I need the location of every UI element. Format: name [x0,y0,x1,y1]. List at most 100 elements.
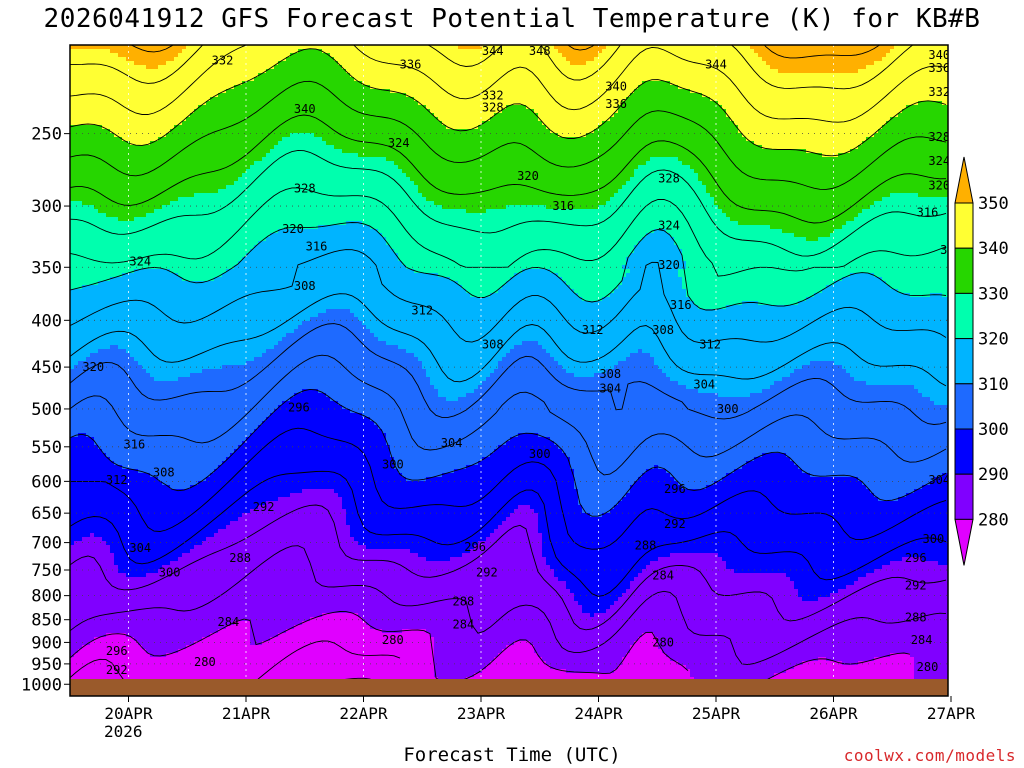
contour-label: 308 [294,279,316,293]
contour-line-296 [70,427,947,550]
contour-label: 284 [453,617,475,631]
contour-label: 324 [928,154,950,168]
contour-label: 340 [928,48,950,62]
contour-label: 348 [529,44,551,58]
contour-label: 324 [388,136,410,150]
contour-label: 340 [605,79,627,93]
y-tick-label: 550 [31,438,62,458]
contour-label: 292 [905,579,927,593]
contour-label: 288 [453,595,475,609]
contour-label: 324 [129,255,151,269]
contour-line-356 [70,0,946,28]
contour-label: 292 [664,517,686,531]
contour-label: 300 [529,447,551,461]
contour-label: 300 [923,532,945,546]
contour-line-344 [70,45,947,123]
contour-label: 316 [306,239,328,253]
contour-label: 292 [253,500,275,514]
contour-label: 288 [229,551,251,565]
y-tick-label: 700 [31,534,62,554]
contour-label: 316 [552,199,574,213]
plot-frame [69,44,949,697]
contour-label: 320 [517,169,539,183]
y-tick-label: 250 [31,125,62,145]
y-tick-label: 850 [31,611,62,631]
contour-label: 332 [212,54,234,68]
contour-label: 320 [928,179,950,193]
colorbar-box [954,473,974,520]
contour-label: 292 [106,663,128,677]
contour-label: 328 [928,130,950,144]
contour-label: 304 [928,473,950,487]
contour-line-316 [70,249,947,344]
contour-label: 296 [905,551,927,565]
x-tick-label: 20APR [104,704,153,723]
contour-label: 308 [652,323,674,337]
colorbar-box [954,247,974,294]
contour-line-320 [70,222,947,311]
colorbar-label: 310 [978,375,1009,395]
y-tick-label: 300 [31,197,62,217]
contour-line-312 [70,293,947,387]
contour-line-352 [130,45,881,59]
contour-label: 312 [940,243,962,257]
colorbar-box [954,202,974,249]
contour-label: 292 [476,566,498,580]
contour-line-348 [70,45,914,90]
y-tick-label: 350 [31,258,62,278]
contour-label: 308 [482,337,504,351]
colorbar-box [954,383,974,430]
colorbar-label: 300 [978,420,1009,440]
contour-line-332 [70,114,947,224]
contour-label: 304 [693,377,715,391]
y-axis-ticks: 2503003504004505005506006507007508008509… [21,125,70,695]
contour-label: 312 [699,337,721,351]
x-tick-label: 25APR [692,704,741,723]
y-tick-label: 800 [31,587,62,607]
contour-fill-bands [70,45,948,696]
contour-label: 296 [664,482,686,496]
contour-label: 280 [194,655,216,669]
ground-surface [70,679,948,696]
x-tick-label: 27APR [927,704,976,723]
y-tick-label: 950 [31,655,62,675]
contour-label: 288 [635,538,657,552]
y-tick-label: 500 [31,400,62,420]
contour-line-288 [70,504,947,631]
contour-label: 280 [652,635,674,649]
contour-label: 296 [288,400,310,414]
contour-label: 328 [482,100,504,114]
contour-label: 284 [218,615,240,629]
contour-line-292 [70,470,947,597]
contour-label: 312 [106,473,128,487]
contour-label: 296 [106,644,128,658]
credit-link[interactable]: coolwx.com/models [844,746,1016,765]
contour-label: 312 [582,323,604,337]
contour-label: 332 [928,85,950,99]
contour-label: 308 [153,466,175,480]
contour-label: 320 [282,222,304,236]
x-tick-label: 23APR [457,704,506,723]
contour-label: 316 [670,298,692,312]
colorbar-top-arrow [954,156,974,204]
contour-line-328 [70,149,947,257]
contour-label: 344 [482,44,504,58]
colorbar-label: 330 [978,284,1009,304]
contour-label: 320 [82,360,104,374]
contour-label: 340 [294,102,316,116]
x-axis-title: Forecast Time (UTC) [0,744,1024,766]
contour-label: 284 [652,568,674,582]
contour-label: 300 [159,566,181,580]
contour-line-340 [70,48,947,157]
contour-label: 304 [129,541,151,555]
contour-line-304 [70,354,947,476]
y-tick-label: 450 [31,358,62,378]
contour-line-308 [70,323,947,425]
contour-label: 344 [705,57,727,71]
x-tick-label: 22APR [339,704,388,723]
contour-label: 300 [717,402,739,416]
x-tick-label: 21APR [222,704,271,723]
contour-label: 280 [382,633,404,647]
x-tick-label: 24APR [574,704,623,723]
